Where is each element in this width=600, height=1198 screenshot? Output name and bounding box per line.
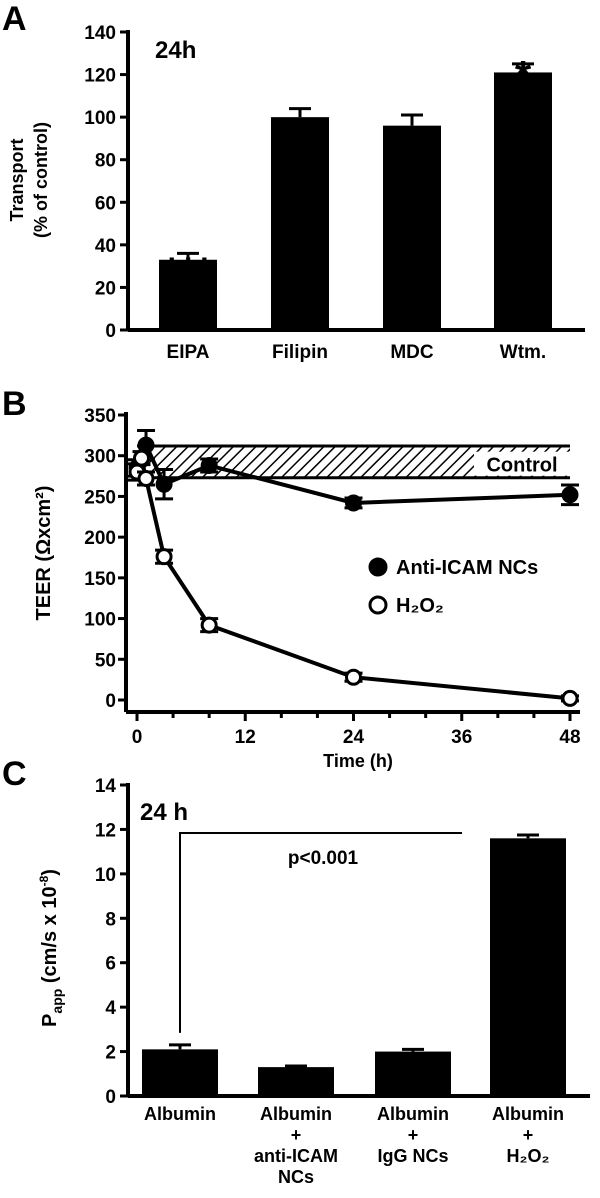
panel-a-bar [159, 259, 217, 330]
panel-b-xtick-label: 24 [343, 727, 365, 748]
panel-c-bar [142, 1049, 218, 1096]
panel-b-xtick-label: 48 [559, 727, 580, 748]
panel-a-ytick-label: 140 [84, 23, 116, 44]
panel-a-ytick-label: 20 [95, 278, 116, 299]
panel-a-category-label: Wtm. [500, 342, 546, 363]
panel-c-ytick-label: 12 [95, 820, 116, 841]
panel-c-comparison-label: p<0.001 [288, 848, 359, 869]
panel-b-legend-marker [368, 595, 388, 615]
panel-c-ylabel-end: ) [39, 869, 61, 876]
panel-c-bar [258, 1067, 334, 1096]
panel-c-ytick-label: 8 [105, 909, 116, 930]
panel-c-category-label: Albumin [144, 1104, 216, 1124]
panel-b-legend-label: Anti-ICAM NCs [396, 557, 538, 579]
panel-c-category-label: Albumin [377, 1104, 449, 1124]
panel-b-point-h2o2 [200, 616, 218, 634]
panel-a-category-label: EIPA [167, 342, 210, 363]
panel-a-bar [271, 117, 329, 331]
panel-c-bar [375, 1051, 451, 1096]
panel-a-ytick-label: 120 [84, 66, 116, 87]
panel-b-ytick-label: 150 [84, 569, 116, 590]
panel-b-control-label-bg [474, 451, 570, 476]
panel-a-category-label: Filipin [272, 342, 328, 363]
panel-a-chart: 0 20 40 60 80 100 120 140 EIPA *** Filipin MDC Wtm. * [84, 23, 585, 363]
panel-c-category-label: + [523, 1125, 534, 1145]
panel-b-ytick-label: 350 [84, 406, 116, 427]
panel-c-annotation: 24 h [140, 799, 188, 826]
panel-c-ytick-label: 2 [105, 1043, 116, 1064]
panel-a-ylabel-line1: Transport [7, 138, 27, 221]
panel-c-category-label: Albumin [260, 1104, 332, 1124]
panel-c-ylabel-rest: (cm/s x 10 [39, 886, 61, 988]
panel-label-b: B [2, 385, 27, 423]
panel-a-annotation: 24h [155, 37, 196, 64]
panel-label-a: A [2, 0, 27, 38]
panel-b-ytick-label: 0 [105, 691, 116, 712]
panel-c-ytick-label: 6 [105, 954, 116, 975]
panel-c-category-label: H₂O₂ [507, 1146, 550, 1166]
panel-c-comparison-bracket [179, 832, 462, 1033]
panel-b-point-anti-icam [155, 475, 173, 493]
panel-c-ylabel: Papp (cm/s x 10-8) [37, 869, 65, 1027]
panel-a-ytick-label: 40 [95, 236, 116, 257]
panel-b-ytick-label: 250 [84, 487, 116, 508]
panel-b-point-h2o2 [155, 548, 173, 566]
panel-c-ytick-label: 10 [95, 865, 116, 886]
panel-b-legend-label: H₂O₂ [396, 595, 444, 617]
panel-c-category-label: anti-ICAM [254, 1146, 338, 1166]
panel-c-ylabel-main: P [39, 1014, 61, 1027]
panel-a-significance: *** [163, 248, 213, 295]
panel-a-ytick-label: 60 [95, 193, 116, 214]
panel-b-ylabel: TEER (Ωxcm²) [33, 486, 55, 621]
panel-c-ylabel-sup: -8 [37, 875, 51, 886]
panel-b-legend-marker [368, 557, 388, 577]
panel-c-ytick-label: 14 [95, 776, 117, 797]
panel-label-c: C [2, 755, 27, 793]
panel-b-point-h2o2 [133, 449, 151, 467]
panel-c-category-label: NCs [278, 1167, 314, 1187]
panel-b-xtick-label: 12 [235, 727, 256, 748]
panel-b-ytick-label: 200 [84, 528, 116, 549]
panel-a-significance: * [515, 52, 532, 99]
panel-a-ytick-label: 80 [95, 151, 116, 172]
panel-b-xtick-label: 36 [451, 727, 472, 748]
panel-b-point-anti-icam [345, 494, 362, 512]
panel-a-ytick-label: 100 [84, 108, 116, 129]
panel-b-ytick-label: 100 [84, 610, 116, 631]
panel-b-control-label: Control [486, 455, 557, 477]
panel-c-category-label: Albumin [492, 1104, 564, 1124]
panel-c-ytick-label: 0 [105, 1087, 116, 1108]
panel-a-ytick-label: 0 [105, 321, 116, 342]
panel-c-ylabel-sub: app [49, 989, 65, 1014]
panel-b-point-anti-icam [200, 456, 218, 474]
panel-c-ytick-label: 4 [105, 998, 116, 1019]
panel-a-bar [383, 125, 441, 331]
panel-b-point-h2o2 [345, 668, 362, 686]
panel-b-ytick-label: 50 [95, 650, 116, 671]
panel-c-category-label: IgG NCs [377, 1146, 448, 1166]
panel-a-category-label: MDC [390, 342, 434, 363]
panel-c-category-label: + [408, 1125, 419, 1145]
panel-b-ytick-label: 300 [84, 447, 116, 468]
panel-b-point-h2o2 [561, 689, 579, 707]
panel-b-xlabel: Time (h) [323, 751, 393, 771]
panel-b-point-anti-icam [561, 486, 579, 504]
panel-b-xtick-label: 0 [132, 727, 143, 748]
panel-b-chart: 0 50 100 150 200 250 300 350 0 12 24 36 48 Control Ant… [84, 406, 580, 748]
panel-c-bar [490, 838, 566, 1096]
panel-b-point-h2o2 [137, 470, 155, 488]
panel-a-ylabel-line2: (% of control) [31, 122, 51, 238]
panel-c-category-label: + [291, 1125, 302, 1145]
panel-a-bar [494, 72, 552, 330]
